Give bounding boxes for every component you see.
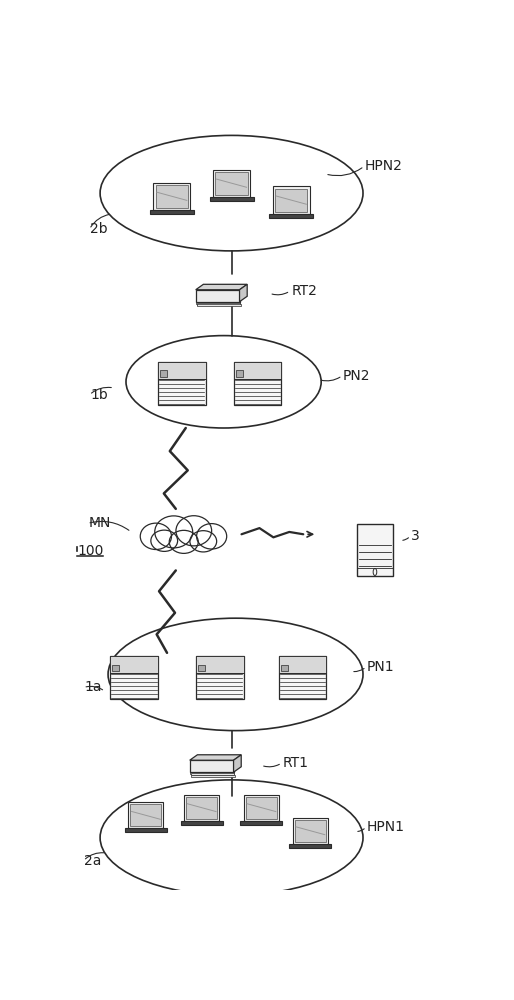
Text: 1a: 1a — [84, 680, 102, 694]
Polygon shape — [180, 821, 223, 825]
Text: HPN1: HPN1 — [367, 820, 405, 834]
Polygon shape — [273, 186, 309, 214]
Polygon shape — [131, 804, 161, 826]
Polygon shape — [233, 362, 281, 405]
Polygon shape — [158, 362, 206, 379]
Ellipse shape — [190, 531, 217, 552]
Polygon shape — [275, 189, 307, 212]
Polygon shape — [279, 656, 326, 699]
Text: MN: MN — [88, 516, 111, 530]
Ellipse shape — [169, 530, 198, 553]
Polygon shape — [281, 665, 288, 671]
Polygon shape — [279, 656, 326, 673]
Ellipse shape — [155, 516, 193, 548]
Polygon shape — [246, 797, 277, 819]
Polygon shape — [191, 775, 235, 777]
Text: 2b: 2b — [90, 222, 108, 236]
Polygon shape — [213, 170, 250, 197]
Polygon shape — [191, 773, 234, 775]
Polygon shape — [158, 362, 206, 405]
Text: 1b: 1b — [90, 388, 108, 402]
Polygon shape — [190, 772, 233, 774]
Text: RT1: RT1 — [283, 756, 308, 770]
Ellipse shape — [196, 524, 227, 549]
Polygon shape — [269, 214, 314, 218]
Polygon shape — [110, 656, 158, 699]
Polygon shape — [113, 665, 119, 671]
Text: 100: 100 — [77, 544, 103, 558]
Polygon shape — [110, 656, 158, 673]
Polygon shape — [196, 284, 247, 290]
Ellipse shape — [140, 523, 172, 550]
Polygon shape — [357, 524, 393, 576]
Text: PN2: PN2 — [343, 369, 371, 383]
Text: RT2: RT2 — [291, 284, 317, 298]
Polygon shape — [240, 284, 247, 302]
Polygon shape — [154, 183, 190, 210]
Polygon shape — [160, 370, 167, 377]
Polygon shape — [190, 760, 233, 772]
Text: HPN2: HPN2 — [365, 159, 403, 173]
Polygon shape — [197, 304, 241, 306]
Polygon shape — [196, 290, 240, 302]
Polygon shape — [128, 802, 163, 828]
Polygon shape — [289, 844, 332, 848]
Polygon shape — [293, 818, 328, 844]
Polygon shape — [295, 820, 326, 842]
Ellipse shape — [176, 516, 212, 546]
Polygon shape — [215, 172, 248, 195]
Polygon shape — [233, 362, 281, 379]
Polygon shape — [196, 303, 240, 305]
Polygon shape — [196, 302, 240, 304]
Polygon shape — [244, 795, 279, 821]
Polygon shape — [156, 185, 188, 208]
Polygon shape — [241, 821, 283, 825]
Text: 2a: 2a — [84, 854, 102, 868]
Text: PN1: PN1 — [367, 660, 395, 674]
Polygon shape — [184, 795, 219, 821]
Ellipse shape — [151, 530, 178, 551]
Polygon shape — [186, 797, 217, 819]
Text: 3: 3 — [411, 529, 419, 543]
Polygon shape — [150, 210, 194, 214]
Polygon shape — [236, 370, 243, 377]
Polygon shape — [210, 197, 253, 201]
Polygon shape — [233, 755, 241, 772]
Polygon shape — [198, 665, 205, 671]
Polygon shape — [190, 755, 241, 760]
Polygon shape — [125, 828, 167, 832]
Polygon shape — [196, 656, 244, 699]
Polygon shape — [196, 656, 244, 673]
